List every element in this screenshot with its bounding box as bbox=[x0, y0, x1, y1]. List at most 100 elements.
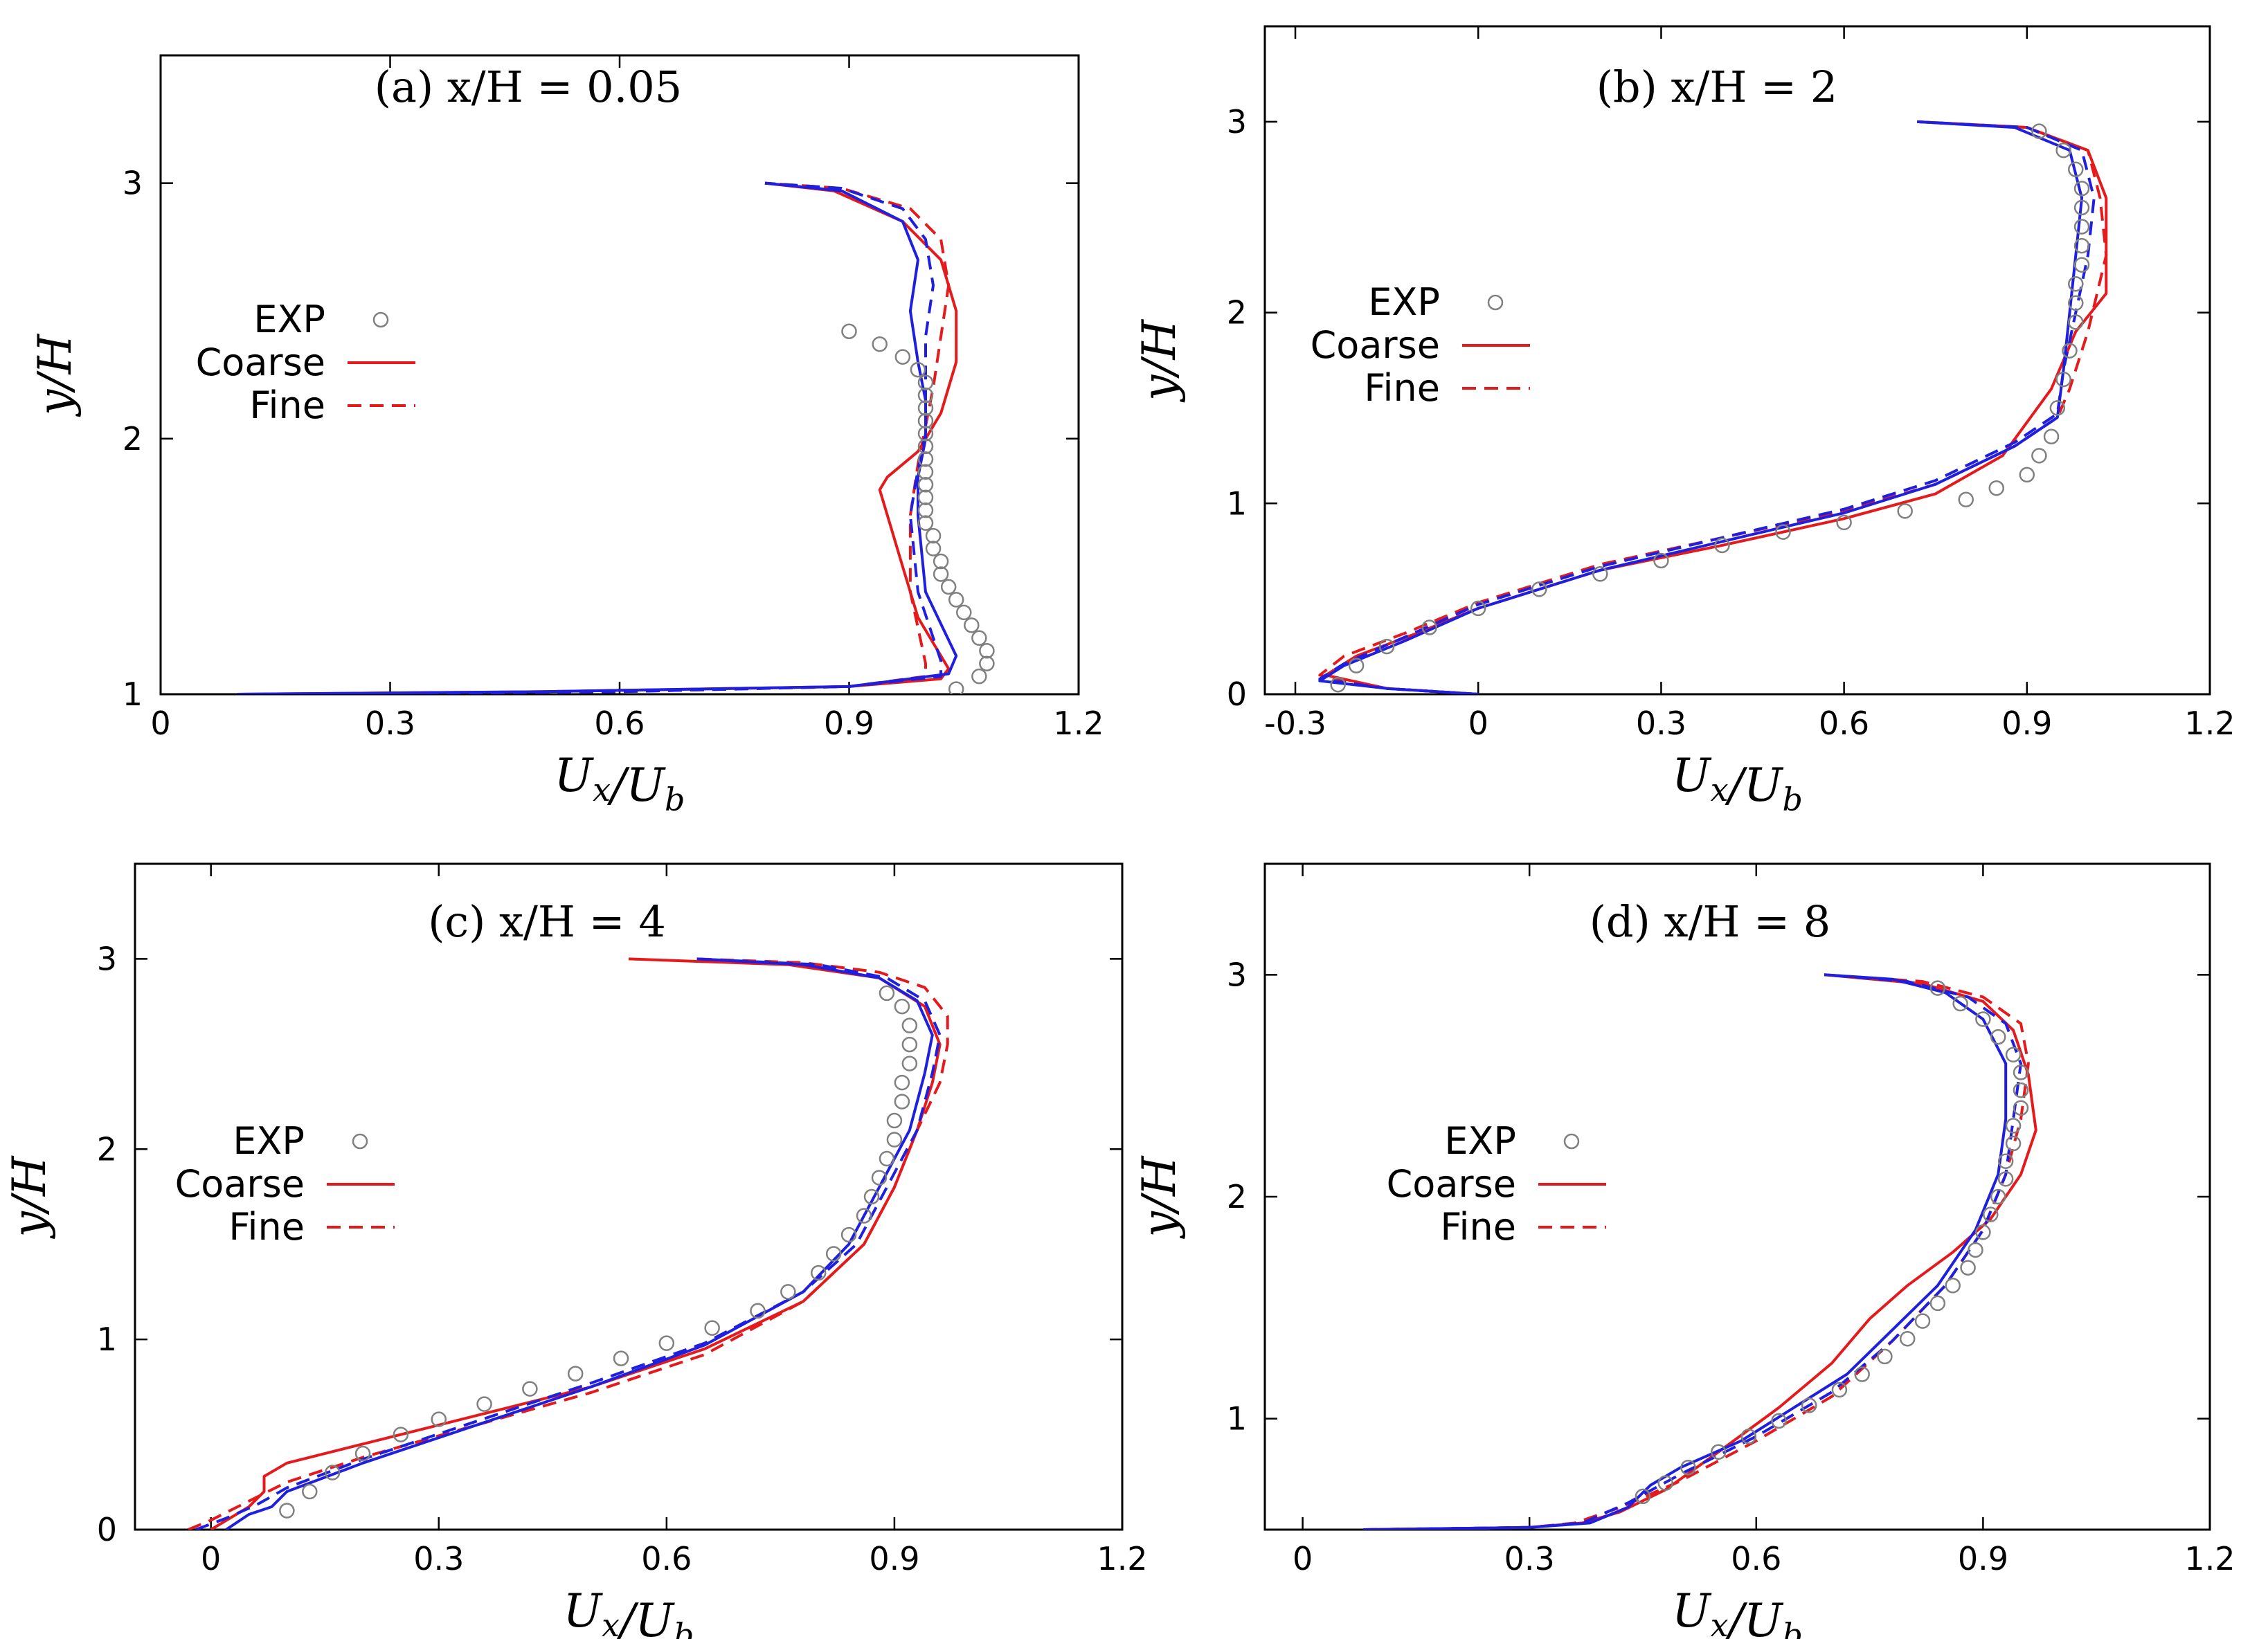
legend-exp-marker bbox=[352, 1133, 368, 1150]
legend-exp-marker bbox=[1563, 1133, 1580, 1150]
exp-point bbox=[354, 1445, 371, 1462]
exp-point bbox=[1775, 524, 1791, 540]
exp-point bbox=[1854, 1366, 1870, 1382]
exp-point bbox=[302, 1483, 318, 1500]
exp-point bbox=[1975, 1224, 1991, 1240]
exp-point bbox=[1960, 1260, 1976, 1276]
y-axis-label: y/H bbox=[1133, 1155, 1186, 1240]
exp-point bbox=[1990, 1029, 2006, 1045]
exp-point bbox=[1975, 1011, 1991, 1027]
y-axis-label: y/H bbox=[1133, 319, 1186, 404]
exp-point bbox=[1330, 676, 1346, 693]
exp-point bbox=[2031, 448, 2047, 464]
exp-point bbox=[2049, 400, 2066, 416]
x-tick-label: 0 bbox=[201, 1540, 221, 1577]
exp-point bbox=[2019, 467, 2035, 483]
exp-point bbox=[933, 553, 949, 570]
exp-point bbox=[894, 1074, 910, 1091]
exp-point bbox=[2073, 237, 2090, 254]
exp-point bbox=[1988, 480, 2005, 496]
legend-exp-label: EXP bbox=[253, 298, 325, 341]
exp-point bbox=[1914, 1313, 1931, 1329]
exp-point bbox=[840, 1226, 857, 1243]
exp-point bbox=[925, 541, 942, 556]
exp-point bbox=[431, 1411, 447, 1427]
x-axis-label: Ux/Ub bbox=[1672, 1584, 1803, 1639]
y-tick-label: 2 bbox=[1227, 294, 1247, 332]
exp-point bbox=[1968, 1242, 1983, 1258]
series-line-blue-solid bbox=[225, 957, 934, 1530]
legend-fine-label: Fine bbox=[1364, 366, 1440, 410]
exp-point bbox=[1831, 1382, 1848, 1398]
panel-title: (a) x/H = 0.05 bbox=[375, 62, 682, 112]
panel-3: 0 0.3 0.6 0.9 1.2 0 1 2 3 (c) x/H = 4 Ux/Ub y/H EXPC… bbox=[3, 862, 1148, 1639]
exp-point bbox=[917, 502, 934, 518]
exp-point bbox=[1657, 1475, 1674, 1491]
exp-point bbox=[613, 1350, 629, 1366]
exp-point bbox=[2005, 1047, 2022, 1063]
exp-point bbox=[1897, 503, 1913, 519]
series-line-blue-solid bbox=[1362, 973, 2008, 1530]
exp-point bbox=[1983, 1206, 1999, 1222]
exp-point bbox=[1990, 1188, 2006, 1205]
exp-point bbox=[2005, 1135, 2022, 1152]
y-tick-label: 3 bbox=[1227, 956, 1247, 993]
y-tick-label: 1 bbox=[97, 1321, 117, 1358]
series-line-blue-dashed bbox=[195, 957, 942, 1530]
exp-point bbox=[948, 681, 964, 694]
x-tick-label: 0.6 bbox=[594, 705, 645, 742]
exp-point bbox=[901, 1056, 918, 1071]
legend-fine-label: Fine bbox=[228, 1205, 305, 1249]
exp-point bbox=[2062, 343, 2078, 359]
plot-area bbox=[1362, 973, 2037, 1530]
exp-point bbox=[2005, 1118, 2022, 1134]
exp-point bbox=[917, 400, 934, 416]
exp-point bbox=[1877, 1348, 1893, 1365]
exp-point bbox=[2013, 1065, 2029, 1080]
x-tick-label: 1.2 bbox=[1097, 1540, 1147, 1577]
exp-point bbox=[841, 323, 857, 339]
exp-point bbox=[750, 1303, 766, 1319]
series-line-blue-dashed bbox=[313, 181, 943, 694]
exp-point bbox=[324, 1465, 341, 1480]
exp-point bbox=[1531, 581, 1547, 597]
legend-coarse-label: Coarse bbox=[1387, 1162, 1516, 1206]
x-tick-label: 1.2 bbox=[1053, 705, 1104, 742]
exp-point bbox=[522, 1381, 538, 1397]
x-tick-label: 0 bbox=[150, 705, 170, 742]
legend-exp-marker bbox=[1487, 294, 1504, 311]
x-axis-label: Ux/Ub bbox=[1672, 749, 1803, 818]
exp-point bbox=[1635, 1488, 1651, 1505]
series-line-blue-solid bbox=[237, 181, 958, 694]
x-tick-label: 0.3 bbox=[1636, 705, 1686, 742]
exp-point bbox=[871, 1170, 888, 1186]
exp-point bbox=[956, 604, 972, 621]
exp-point bbox=[863, 1188, 880, 1205]
exp-point bbox=[780, 1284, 796, 1300]
exp-point bbox=[1710, 1444, 1727, 1460]
exp-point bbox=[2068, 295, 2084, 311]
panel-1: 0 0.3 0.6 0.9 1.2 1 2 3 (a) x/H = 0.05 Ux/Ub y/H EX… bbox=[28, 54, 1104, 818]
exp-point bbox=[979, 642, 995, 659]
series-line-blue-dashed bbox=[1318, 120, 2096, 694]
exp-point bbox=[917, 374, 934, 390]
x-tick-label: 1.2 bbox=[2184, 1540, 2235, 1577]
x-tick-label: 0.9 bbox=[1958, 1540, 2008, 1577]
series-line-fine bbox=[313, 181, 951, 694]
x-axis-label: Ux/Ub bbox=[555, 749, 685, 818]
series-line-blue-solid bbox=[1318, 120, 2084, 694]
exp-point bbox=[2068, 314, 2084, 330]
y-tick-label: 1 bbox=[1227, 1400, 1247, 1438]
x-tick-label: 0 bbox=[1468, 705, 1488, 742]
x-tick-label: -0.3 bbox=[1264, 705, 1326, 742]
exp-point bbox=[940, 579, 957, 595]
legend-coarse-label: Coarse bbox=[196, 341, 325, 384]
exp-point bbox=[901, 1036, 918, 1053]
legend-exp-label: EXP bbox=[1368, 280, 1440, 324]
exp-point bbox=[2013, 1100, 2029, 1116]
plot-area bbox=[1318, 120, 2108, 694]
y-tick-label: 1 bbox=[123, 676, 143, 713]
exp-point bbox=[894, 998, 910, 1015]
